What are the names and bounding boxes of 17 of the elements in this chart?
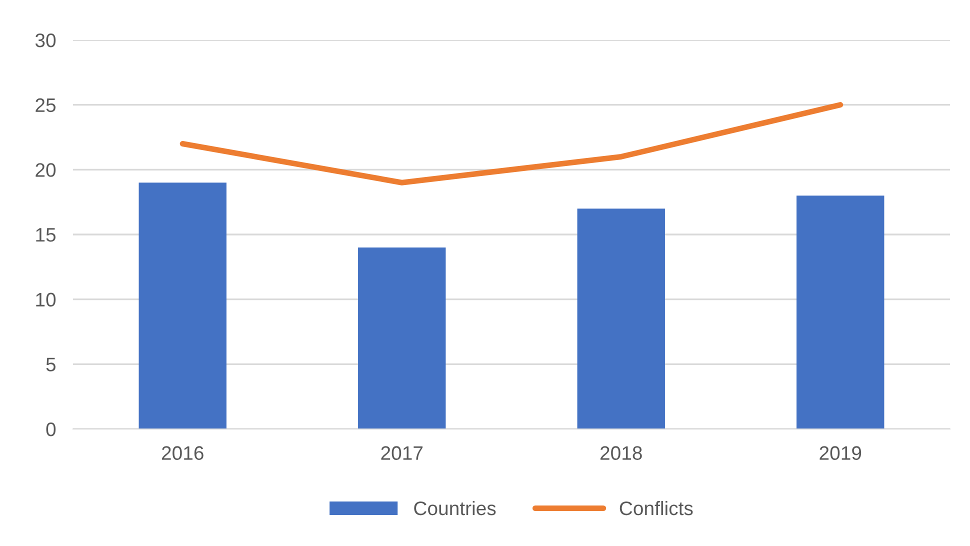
bar	[358, 247, 446, 429]
bar	[138, 182, 226, 429]
y-tick-label: 5	[46, 358, 56, 372]
y-tick-label: 30	[35, 33, 56, 48]
x-tick-label: 2019	[820, 446, 862, 460]
x-tick-label: 2016	[162, 446, 204, 460]
x-tick-label: 2018	[600, 446, 642, 460]
legend-label: Conflicts	[620, 500, 693, 516]
x-tick-label: 2017	[381, 446, 423, 460]
y-tick-label: 20	[36, 163, 56, 177]
bar	[577, 208, 665, 429]
y-tick-label: 15	[36, 228, 56, 242]
y-tick-label: 10	[36, 292, 56, 307]
legend-label: Countries	[414, 500, 496, 516]
bar	[796, 196, 884, 429]
y-tick-label: 25	[36, 98, 56, 112]
y-tick-label: 0	[46, 422, 56, 436]
